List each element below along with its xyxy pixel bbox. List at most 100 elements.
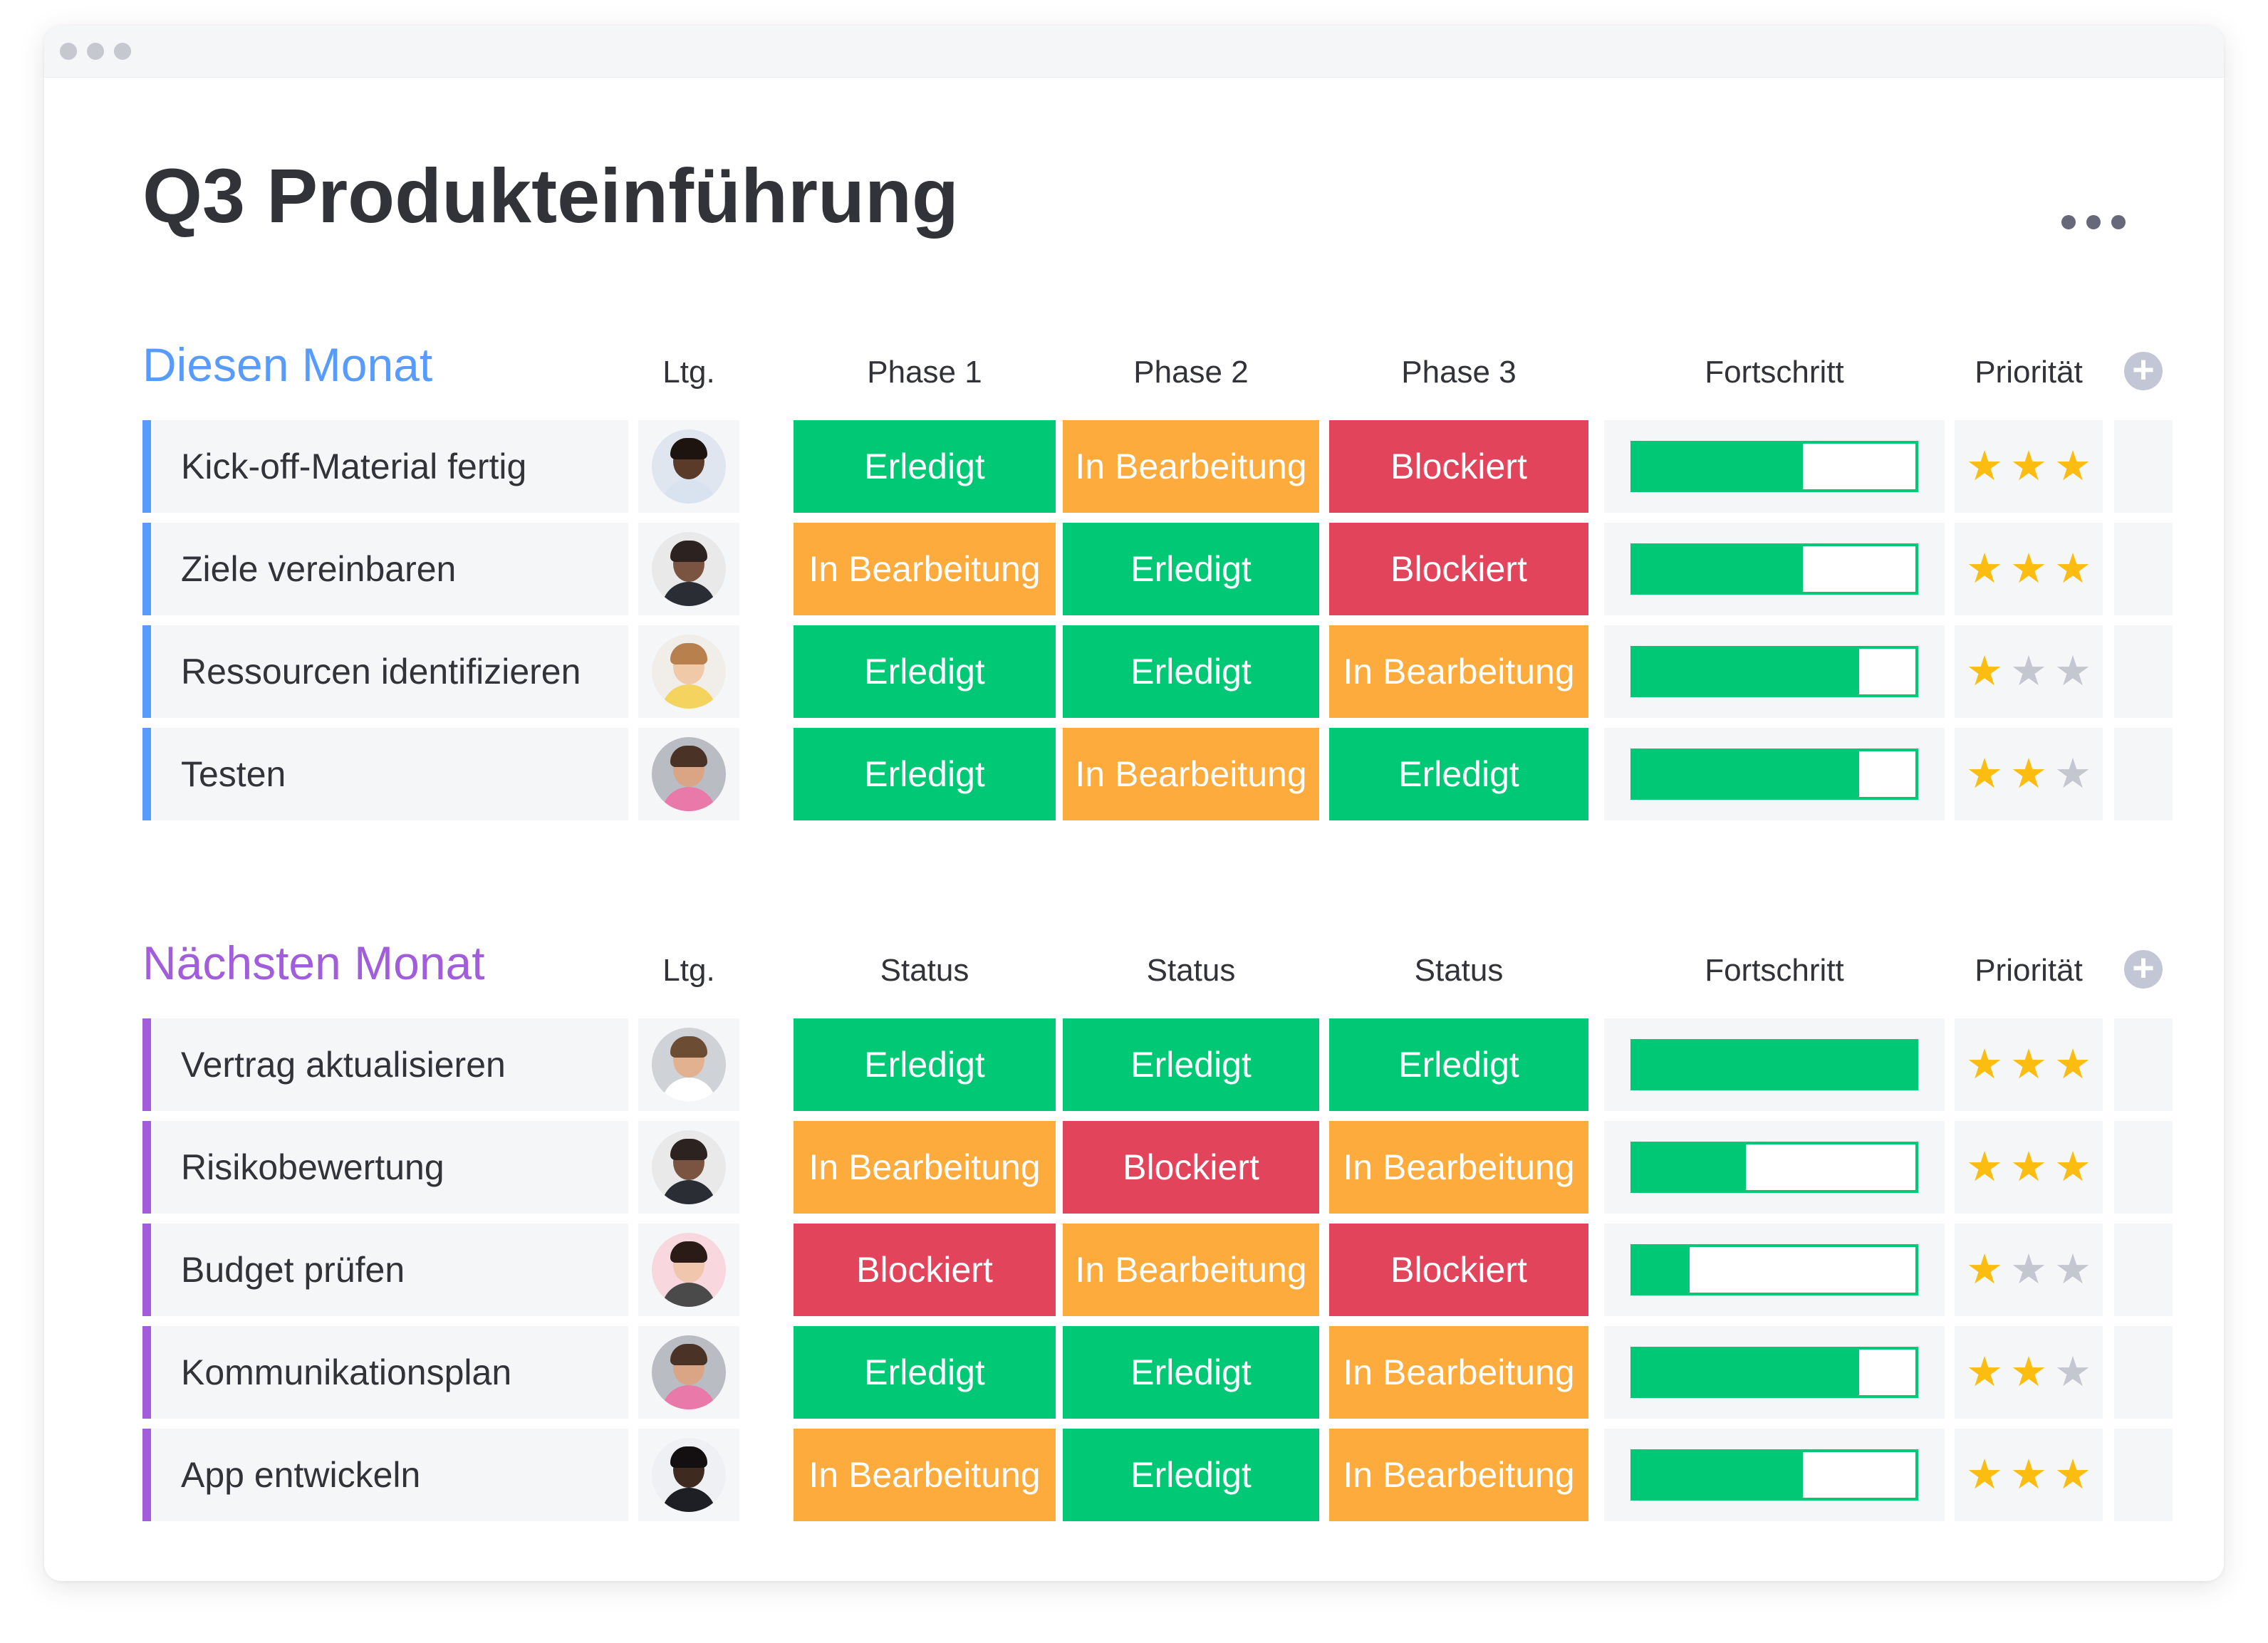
item-name[interactable]: Testen xyxy=(181,754,286,794)
priority-rating[interactable]: ★ ★ ★ xyxy=(1955,1429,2103,1521)
column-header-progress[interactable]: Fortschritt xyxy=(1705,355,1844,390)
star-icon[interactable]: ★ xyxy=(2010,443,2047,489)
star-icon[interactable]: ★ xyxy=(2010,1451,2047,1498)
avatar-man-bald-beard[interactable] xyxy=(652,532,726,606)
status-cell-1[interactable]: Erledigt xyxy=(794,1326,1056,1419)
star-icon[interactable]: ★ xyxy=(2054,1041,2091,1087)
status-cell-2[interactable]: In Bearbeitung xyxy=(1063,420,1319,513)
avatar-man-beard[interactable] xyxy=(652,1335,726,1409)
priority-rating[interactable]: ★ ★ ★ xyxy=(1955,1018,2103,1111)
status-cell-2[interactable]: Blockiert xyxy=(1063,1121,1319,1214)
priority-rating[interactable]: ★ ★ ★ xyxy=(1955,523,2103,615)
owner-cell[interactable] xyxy=(638,1224,739,1316)
item-name[interactable]: Risikobewertung xyxy=(181,1147,444,1187)
status-cell-2[interactable]: Erledigt xyxy=(1063,1018,1319,1111)
more-options-button[interactable] xyxy=(2061,205,2126,239)
priority-rating[interactable]: ★ ★ ★ xyxy=(1955,420,2103,513)
owner-cell[interactable] xyxy=(638,1326,739,1419)
group-title[interactable]: Nächsten Monat xyxy=(142,937,485,989)
star-icon[interactable]: ★ xyxy=(1966,751,2003,797)
status-cell-1[interactable]: Erledigt xyxy=(794,728,1056,820)
owner-cell[interactable] xyxy=(638,1429,739,1521)
column-header-priority[interactable]: Priorität xyxy=(1975,953,2083,988)
avatar-man-dark-skin[interactable] xyxy=(652,1438,726,1512)
star-icon[interactable]: ★ xyxy=(2010,1041,2047,1087)
column-header-col3[interactable]: Status xyxy=(1414,953,1504,988)
status-cell-1[interactable]: Erledigt xyxy=(794,420,1056,513)
status-cell-1[interactable]: In Bearbeitung xyxy=(794,1429,1056,1521)
star-icon[interactable]: ★ xyxy=(2010,648,2047,694)
status-cell-3[interactable]: Blockiert xyxy=(1329,420,1588,513)
column-header-col2[interactable]: Phase 2 xyxy=(1133,355,1249,390)
star-icon[interactable]: ★ xyxy=(1966,1144,2003,1190)
star-icon[interactable]: ★ xyxy=(2054,1246,2091,1293)
star-icon[interactable]: ★ xyxy=(1966,1041,2003,1087)
item-name-cell[interactable]: App entwickeln xyxy=(142,1429,628,1521)
star-icon[interactable]: ★ xyxy=(2010,1349,2047,1395)
status-cell-2[interactable]: In Bearbeitung xyxy=(1063,1224,1319,1316)
column-header-col2[interactable]: Status xyxy=(1146,953,1236,988)
group-title[interactable]: Diesen Monat xyxy=(142,338,433,391)
item-name-cell[interactable]: Risikobewertung xyxy=(142,1121,628,1214)
item-name-cell[interactable]: Ressourcen identifizieren xyxy=(142,625,628,718)
column-header-col3[interactable]: Phase 3 xyxy=(1401,355,1517,390)
star-icon[interactable]: ★ xyxy=(2054,546,2091,592)
star-icon[interactable]: ★ xyxy=(1966,1246,2003,1293)
owner-cell[interactable] xyxy=(638,728,739,820)
status-cell-2[interactable]: Erledigt xyxy=(1063,523,1319,615)
item-name[interactable]: Ziele vereinbaren xyxy=(181,549,457,589)
status-cell-3[interactable]: In Bearbeitung xyxy=(1329,1429,1588,1521)
status-cell-2[interactable]: Erledigt xyxy=(1063,1326,1319,1419)
owner-cell[interactable] xyxy=(638,1018,739,1111)
star-icon[interactable]: ★ xyxy=(2010,1144,2047,1190)
star-icon[interactable]: ★ xyxy=(1966,1349,2003,1395)
owner-cell[interactable] xyxy=(638,420,739,513)
avatar-man-short-hair[interactable] xyxy=(652,1028,726,1102)
star-icon[interactable]: ★ xyxy=(2010,751,2047,797)
column-header-owner[interactable]: Ltg. xyxy=(662,355,715,390)
avatar-woman-curly-hair[interactable] xyxy=(652,429,726,504)
status-cell-1[interactable]: In Bearbeitung xyxy=(794,1121,1056,1214)
status-cell-3[interactable]: In Bearbeitung xyxy=(1329,625,1588,718)
priority-rating[interactable]: ★ ★ ★ xyxy=(1955,1121,2103,1214)
avatar-woman-long-hair[interactable] xyxy=(652,635,726,709)
status-cell-3[interactable]: Blockiert xyxy=(1329,523,1588,615)
column-header-col1[interactable]: Status xyxy=(880,953,969,988)
owner-cell[interactable] xyxy=(638,1121,739,1214)
star-icon[interactable]: ★ xyxy=(2054,1451,2091,1498)
add-column-button[interactable]: + xyxy=(2124,949,2163,989)
item-name-cell[interactable]: Kommunikationsplan xyxy=(142,1326,628,1419)
avatar-man-bald-beard[interactable] xyxy=(652,1130,726,1204)
add-column-button[interactable]: + xyxy=(2124,350,2163,390)
star-icon[interactable]: ★ xyxy=(1966,443,2003,489)
item-name-cell[interactable]: Budget prüfen xyxy=(142,1224,628,1316)
status-cell-1[interactable]: In Bearbeitung xyxy=(794,523,1056,615)
star-icon[interactable]: ★ xyxy=(2054,751,2091,797)
priority-rating[interactable]: ★ ★ ★ xyxy=(1955,1326,2103,1419)
avatar-man-beard[interactable] xyxy=(652,737,726,811)
star-icon[interactable]: ★ xyxy=(2010,546,2047,592)
item-name[interactable]: App entwickeln xyxy=(181,1455,421,1495)
star-icon[interactable]: ★ xyxy=(2054,1349,2091,1395)
status-cell-1[interactable]: Blockiert xyxy=(794,1224,1056,1316)
item-name-cell[interactable]: Ziele vereinbaren xyxy=(142,523,628,615)
item-name[interactable]: Kommunikationsplan xyxy=(181,1352,512,1392)
column-header-progress[interactable]: Fortschritt xyxy=(1705,953,1844,988)
status-cell-2[interactable]: Erledigt xyxy=(1063,1429,1319,1521)
column-header-col1[interactable]: Phase 1 xyxy=(867,355,982,390)
status-cell-2[interactable]: Erledigt xyxy=(1063,625,1319,718)
item-name[interactable]: Kick-off-Material fertig xyxy=(181,447,527,486)
item-name-cell[interactable]: Kick-off-Material fertig xyxy=(142,420,628,513)
column-header-owner[interactable]: Ltg. xyxy=(662,953,715,988)
priority-rating[interactable]: ★ ★ ★ xyxy=(1955,625,2103,718)
status-cell-3[interactable]: Erledigt xyxy=(1329,728,1588,820)
star-icon[interactable]: ★ xyxy=(1966,1451,2003,1498)
column-header-priority[interactable]: Priorität xyxy=(1975,355,2083,390)
status-cell-1[interactable]: Erledigt xyxy=(794,1018,1056,1111)
status-cell-1[interactable]: Erledigt xyxy=(794,625,1056,718)
status-cell-3[interactable]: In Bearbeitung xyxy=(1329,1326,1588,1419)
star-icon[interactable]: ★ xyxy=(2010,1246,2047,1293)
star-icon[interactable]: ★ xyxy=(2054,648,2091,694)
item-name-cell[interactable]: Testen xyxy=(142,728,628,820)
item-name[interactable]: Vertrag aktualisieren xyxy=(181,1045,506,1085)
